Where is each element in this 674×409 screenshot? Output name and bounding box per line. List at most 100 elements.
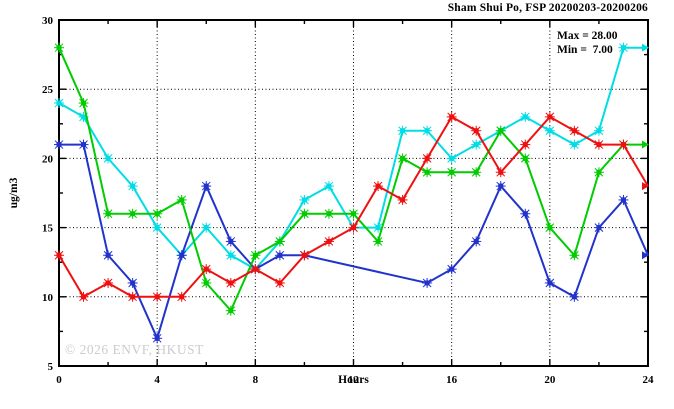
x-tick-labels: 0 4 8 12 16 20 24 <box>56 374 654 386</box>
series-green-arrowhead <box>642 140 649 149</box>
y-tick-label: 20 <box>42 153 54 165</box>
series-red-point <box>152 291 163 302</box>
series-cyan-point <box>471 139 482 150</box>
series-blue-point <box>593 222 604 233</box>
x-tick-label: 4 <box>154 374 160 386</box>
series-red-point <box>127 291 138 302</box>
series-green-point <box>373 236 384 247</box>
series-red-arrowhead <box>642 182 649 191</box>
y-tick-label: 25 <box>42 84 54 96</box>
series-cyan-point <box>397 125 408 136</box>
series-blue <box>54 139 649 344</box>
series-green-point <box>250 250 261 261</box>
chart-title: Sham Shui Po, FSP 20200203-20200206 <box>447 2 648 14</box>
series-green-point <box>348 208 359 219</box>
series-green-point <box>127 208 138 219</box>
series-blue-point <box>274 250 285 261</box>
series-green-point <box>152 208 163 219</box>
series-blue-point <box>569 291 580 302</box>
series-blue-point <box>446 264 457 275</box>
series-cyan-arrowhead <box>642 43 649 52</box>
x-tick-label: 24 <box>643 374 655 386</box>
series-red-line <box>58 115 649 299</box>
series-green-point <box>520 153 531 164</box>
y-axis-title: ug/m3 <box>8 177 20 209</box>
y-tick-labels: 5 10 15 20 25 30 <box>42 15 54 373</box>
series-green-point <box>103 208 114 219</box>
series-green-point <box>176 194 187 205</box>
x-axis-title: Hours <box>338 374 369 386</box>
series-green-point <box>274 236 285 247</box>
x-tick-label: 16 <box>446 374 458 386</box>
series-blue-point <box>103 250 114 261</box>
series-red-point <box>201 264 212 275</box>
series-red-point <box>397 194 408 205</box>
series-blue-point <box>422 277 433 288</box>
y-tick-label: 30 <box>42 15 54 27</box>
series-red-point <box>495 167 506 178</box>
series-red-point <box>618 139 629 150</box>
series-blue-point <box>520 208 531 219</box>
tick-marks <box>58 19 649 367</box>
series-red-point <box>373 181 384 192</box>
series-red-point <box>569 125 580 136</box>
series-red-point <box>323 236 334 247</box>
series-blue-point <box>544 277 555 288</box>
series-cyan-point <box>152 222 163 233</box>
series-cyan-point <box>127 181 138 192</box>
series-green-point <box>593 167 604 178</box>
series-blue-point <box>78 139 89 150</box>
series-red-point <box>274 277 285 288</box>
series-blue-arrowhead <box>642 251 649 260</box>
series-green-point <box>422 167 433 178</box>
series-green-point <box>299 208 310 219</box>
x-tick-label: 8 <box>253 374 259 386</box>
series-red-point <box>348 222 359 233</box>
series-blue-point <box>54 139 64 150</box>
y-tick-label: 10 <box>42 292 54 304</box>
series-red-point <box>225 277 236 288</box>
series-green-point <box>495 125 506 136</box>
x-tick-label: 0 <box>56 374 62 386</box>
series-blue-point <box>152 333 163 344</box>
series-blue-point <box>176 250 187 261</box>
series-cyan-point <box>618 42 629 53</box>
series-blue-point <box>127 277 138 288</box>
stat-max: Max = 28.00 <box>557 30 618 42</box>
y-tick-label: 5 <box>48 361 54 373</box>
series-cyan-point <box>225 250 236 261</box>
series-green-point <box>397 153 408 164</box>
series-red-point <box>593 139 604 150</box>
series-green-point <box>569 250 580 261</box>
series-red-point <box>103 277 114 288</box>
series-green-point <box>323 208 334 219</box>
series-green-point <box>201 277 212 288</box>
x-tick-label: 20 <box>544 374 556 386</box>
series-red-point <box>520 139 531 150</box>
series-cyan-point <box>422 125 433 136</box>
series-blue-point <box>618 194 629 205</box>
series-red-point <box>250 264 261 275</box>
series-green-point <box>446 167 457 178</box>
series-red-point <box>54 250 64 261</box>
series-blue-point <box>225 236 236 247</box>
series-green-point <box>544 222 555 233</box>
series-red-point <box>299 250 310 261</box>
series-cyan-point <box>593 125 604 136</box>
series-cyan-point <box>544 125 555 136</box>
series-red-point <box>422 153 433 164</box>
stats-box: Max = 28.00 Min = 7.00 <box>557 29 618 57</box>
series-red-point <box>176 291 187 302</box>
series-red <box>54 111 649 302</box>
series-blue-point <box>495 181 506 192</box>
y-tick-label: 15 <box>42 223 54 235</box>
series-green <box>54 42 649 316</box>
series-green-point <box>54 42 64 53</box>
series-green-point <box>471 167 482 178</box>
stat-min: Min = 7.00 <box>557 44 613 56</box>
series-red-point <box>544 111 555 122</box>
series-red-point <box>446 111 457 122</box>
series-cyan-point <box>299 194 310 205</box>
